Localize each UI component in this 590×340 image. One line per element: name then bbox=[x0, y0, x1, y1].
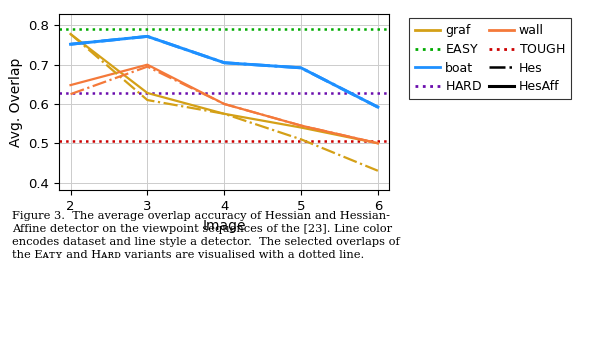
Legend: graf, E$\mathregular{ASY}$, boat, H$\mathregular{ARD}$, wall, T$\mathregular{OUG: graf, E$\mathregular{ASY}$, boat, H$\mat… bbox=[409, 18, 571, 100]
Y-axis label: Avg. Overlap: Avg. Overlap bbox=[9, 57, 23, 147]
X-axis label: Image: Image bbox=[202, 219, 246, 233]
Text: Figure 3.  The average overlap accuracy of Hessian and Hessian-
Affine detector : Figure 3. The average overlap accuracy o… bbox=[12, 211, 399, 260]
